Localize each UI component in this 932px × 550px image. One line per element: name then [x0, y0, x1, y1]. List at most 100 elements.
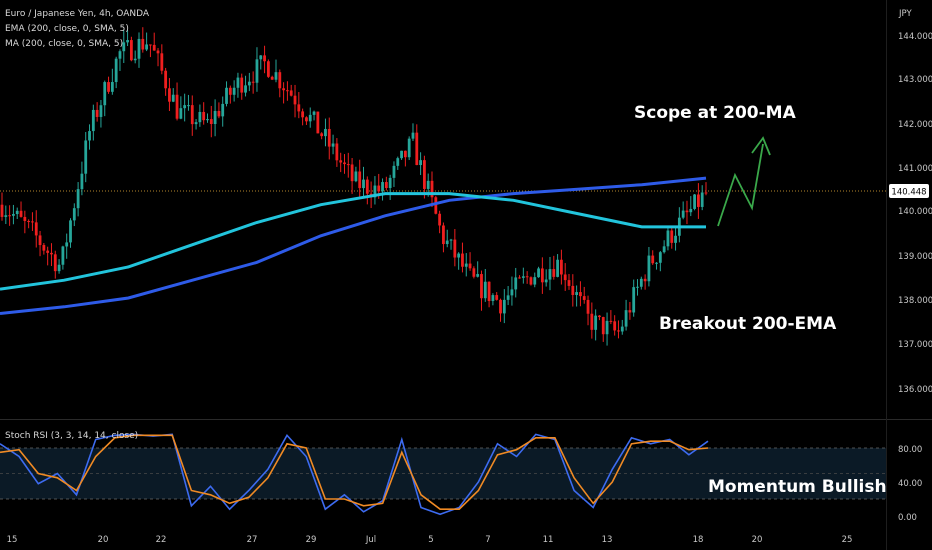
time-tick: 13	[602, 535, 613, 545]
candle-body	[403, 150, 407, 158]
price-tick: 143.000	[898, 75, 932, 85]
candle-body	[537, 268, 540, 278]
time-tick: 18	[693, 535, 704, 545]
candle-body	[274, 72, 278, 80]
candle-body	[632, 287, 636, 313]
candle-body	[704, 192, 708, 194]
candle-body	[126, 40, 129, 43]
candle-body	[42, 245, 46, 251]
candle-body	[168, 88, 171, 102]
candle-body	[312, 111, 316, 115]
time-tick: 22	[156, 535, 167, 545]
candle-body	[183, 105, 187, 109]
candle-body	[145, 44, 149, 50]
candle-body	[495, 295, 499, 300]
candle-body	[476, 274, 480, 277]
candle-body	[384, 182, 388, 188]
time-tick: 25	[842, 535, 853, 545]
candle-body	[590, 313, 594, 330]
candle-body	[331, 143, 335, 147]
candle-body	[107, 82, 110, 92]
candle-body	[122, 42, 126, 52]
candle-body	[266, 61, 270, 77]
candle-body	[4, 215, 8, 217]
time-tick: 15	[7, 535, 18, 545]
stoch-tick: 80.00	[898, 445, 922, 455]
candle-body	[72, 208, 76, 221]
candle-body	[362, 179, 365, 189]
candle-body	[628, 310, 632, 313]
candle-body	[15, 210, 19, 215]
candle-body	[0, 204, 4, 217]
candle-body	[247, 81, 251, 86]
candle-body	[525, 276, 529, 278]
candle-body	[286, 90, 289, 92]
candle-body	[38, 235, 42, 246]
candle-body	[639, 278, 643, 287]
candle-body	[270, 76, 274, 80]
candle-body	[129, 40, 133, 61]
candle-body	[365, 179, 369, 194]
candle-body	[700, 192, 704, 207]
candle-body	[27, 220, 31, 222]
candle-body	[438, 213, 442, 226]
candle-body	[601, 317, 605, 335]
price-tick: 140.000	[898, 207, 932, 217]
candle-body	[354, 171, 358, 182]
candle-body	[358, 171, 362, 189]
candle-body	[666, 230, 670, 247]
candle-body	[118, 51, 122, 59]
time-tick: 5	[428, 535, 433, 545]
candle-body	[620, 326, 624, 332]
candle-body	[255, 59, 259, 83]
candle-body	[251, 81, 255, 83]
price-tick: 139.000	[898, 252, 932, 262]
candle-body	[213, 110, 217, 124]
candle-body	[674, 235, 677, 243]
time-tick: 20	[752, 535, 763, 545]
candle-body	[624, 310, 628, 327]
stoch-tick: 0.00	[898, 513, 917, 523]
price-axis-unit: JPY	[898, 9, 912, 19]
candle-body	[12, 214, 15, 216]
candle-body	[544, 279, 548, 283]
candle-body	[506, 295, 510, 300]
candle-body	[133, 58, 137, 61]
candle-body	[563, 274, 567, 281]
candle-body	[19, 210, 23, 217]
legend-ma: MA (200, close, 0, SMA, 5)	[5, 39, 123, 49]
candle-body	[430, 180, 434, 198]
candle-body	[99, 105, 103, 117]
candle-body	[487, 281, 491, 302]
candle-body	[232, 87, 236, 95]
candle-body	[373, 185, 377, 198]
candlestick-series	[0, 27, 708, 346]
candle-body	[50, 252, 53, 255]
candle-body	[152, 44, 156, 51]
candle-body	[327, 128, 331, 147]
candle-body	[194, 122, 198, 125]
candle-body	[76, 189, 80, 209]
candle-body	[34, 222, 38, 236]
candle-body	[217, 110, 221, 117]
candle-body	[582, 296, 586, 300]
candle-body	[529, 277, 533, 285]
candle-body	[84, 140, 88, 174]
candle-body	[141, 38, 145, 50]
candle-body	[297, 104, 301, 112]
time-tick: Jul	[365, 535, 376, 545]
annotation-momentum: Momentum Bullish	[708, 477, 887, 497]
candle-body	[316, 111, 320, 134]
candle-body	[343, 162, 346, 165]
candle-body	[61, 246, 65, 265]
candle-body	[407, 138, 411, 158]
candle-body	[499, 299, 502, 314]
candle-body	[423, 160, 426, 189]
candle-body	[350, 164, 354, 182]
ema-200-line	[0, 192, 706, 291]
candle-body	[400, 150, 403, 159]
candle-body	[681, 210, 685, 218]
candle-body	[236, 77, 240, 88]
candle-body	[137, 38, 141, 59]
current-price-label: 140.448	[891, 188, 926, 198]
